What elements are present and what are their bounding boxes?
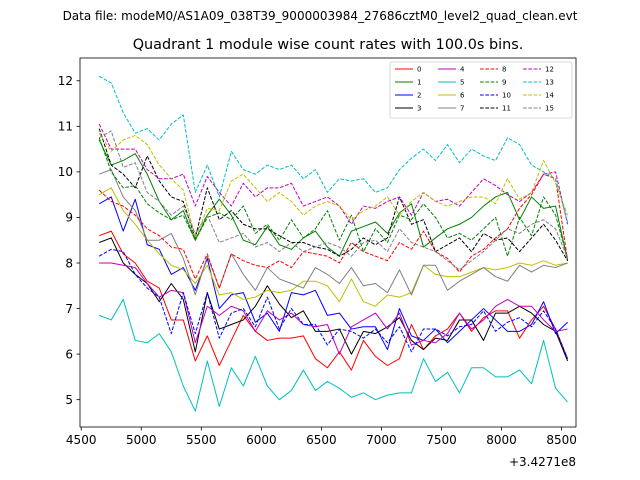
- series-line-11: [98, 128, 569, 261]
- series-line-14: [98, 132, 569, 239]
- y-tick-label: 12: [58, 74, 73, 88]
- x-tick-label: 6000: [246, 433, 277, 447]
- series-line-15: [98, 130, 569, 271]
- series-line-7: [99, 169, 568, 296]
- x-tick-label: 5500: [186, 433, 217, 447]
- legend-label-10: 10: [502, 92, 511, 100]
- x-tick-label: 8500: [546, 433, 577, 447]
- series-line-5: [99, 298, 568, 412]
- series-line-6: [98, 187, 568, 307]
- x-tick-label: 7000: [366, 433, 397, 447]
- series-line-2: [98, 196, 568, 351]
- legend-label-9: 9: [502, 79, 506, 87]
- y-axis: 5 6 7 8 9 10 11 12: [58, 74, 80, 407]
- x-tick-label: 8000: [486, 433, 517, 447]
- legend-label-11: 11: [502, 105, 511, 113]
- x-axis: 4500 5000 5500 6000 6500 7000 7500 8000 8500: [66, 427, 577, 447]
- legend-label-0: 0: [417, 66, 421, 74]
- legend-label-6: 6: [460, 92, 465, 100]
- x-tick-label: 4500: [66, 433, 97, 447]
- axes-frame: [79, 57, 577, 428]
- series-line-10: [98, 248, 569, 359]
- series-line-8: [98, 173, 569, 289]
- legend-label-2: 2: [417, 92, 421, 100]
- legend-label-7: 7: [460, 105, 464, 113]
- series-line-13: [98, 75, 569, 223]
- x-tick-label: 5000: [126, 433, 157, 447]
- y-tick-label: 11: [58, 120, 73, 134]
- legend-label-15: 15: [545, 105, 554, 113]
- legend-frame: [389, 61, 573, 119]
- series-line-12: [98, 123, 569, 225]
- series-line-4: [99, 262, 568, 355]
- legend-label-1: 1: [417, 79, 421, 87]
- legend-label-14: 14: [545, 92, 554, 100]
- legend-label-4: 4: [460, 66, 465, 74]
- plot-area: [79, 57, 577, 428]
- y-tick-label: 8: [65, 256, 73, 270]
- legend-label-12: 12: [545, 66, 554, 74]
- x-offset-label: +3.4271e8: [509, 455, 576, 469]
- legend-label-3: 3: [417, 105, 421, 113]
- y-tick-label: 9: [65, 211, 73, 225]
- y-tick-label: 5: [65, 393, 73, 407]
- data-file-label: Data file: modeM0/AS1A09_038T39_90000039…: [63, 9, 578, 23]
- y-tick-label: 7: [65, 302, 73, 316]
- legend-label-8: 8: [502, 66, 506, 74]
- x-tick-label: 7500: [426, 433, 457, 447]
- series-line-9: [98, 137, 569, 259]
- x-tick-label: 6500: [306, 433, 337, 447]
- series-line-1: [98, 139, 569, 261]
- chart-title: Quadrant 1 module wise count rates with …: [133, 37, 524, 53]
- legend-label-13: 13: [545, 79, 554, 87]
- legend-label-5: 5: [460, 79, 464, 87]
- series-layer: [98, 75, 569, 412]
- y-tick-label: 6: [65, 347, 73, 361]
- y-tick-label: 10: [58, 165, 73, 179]
